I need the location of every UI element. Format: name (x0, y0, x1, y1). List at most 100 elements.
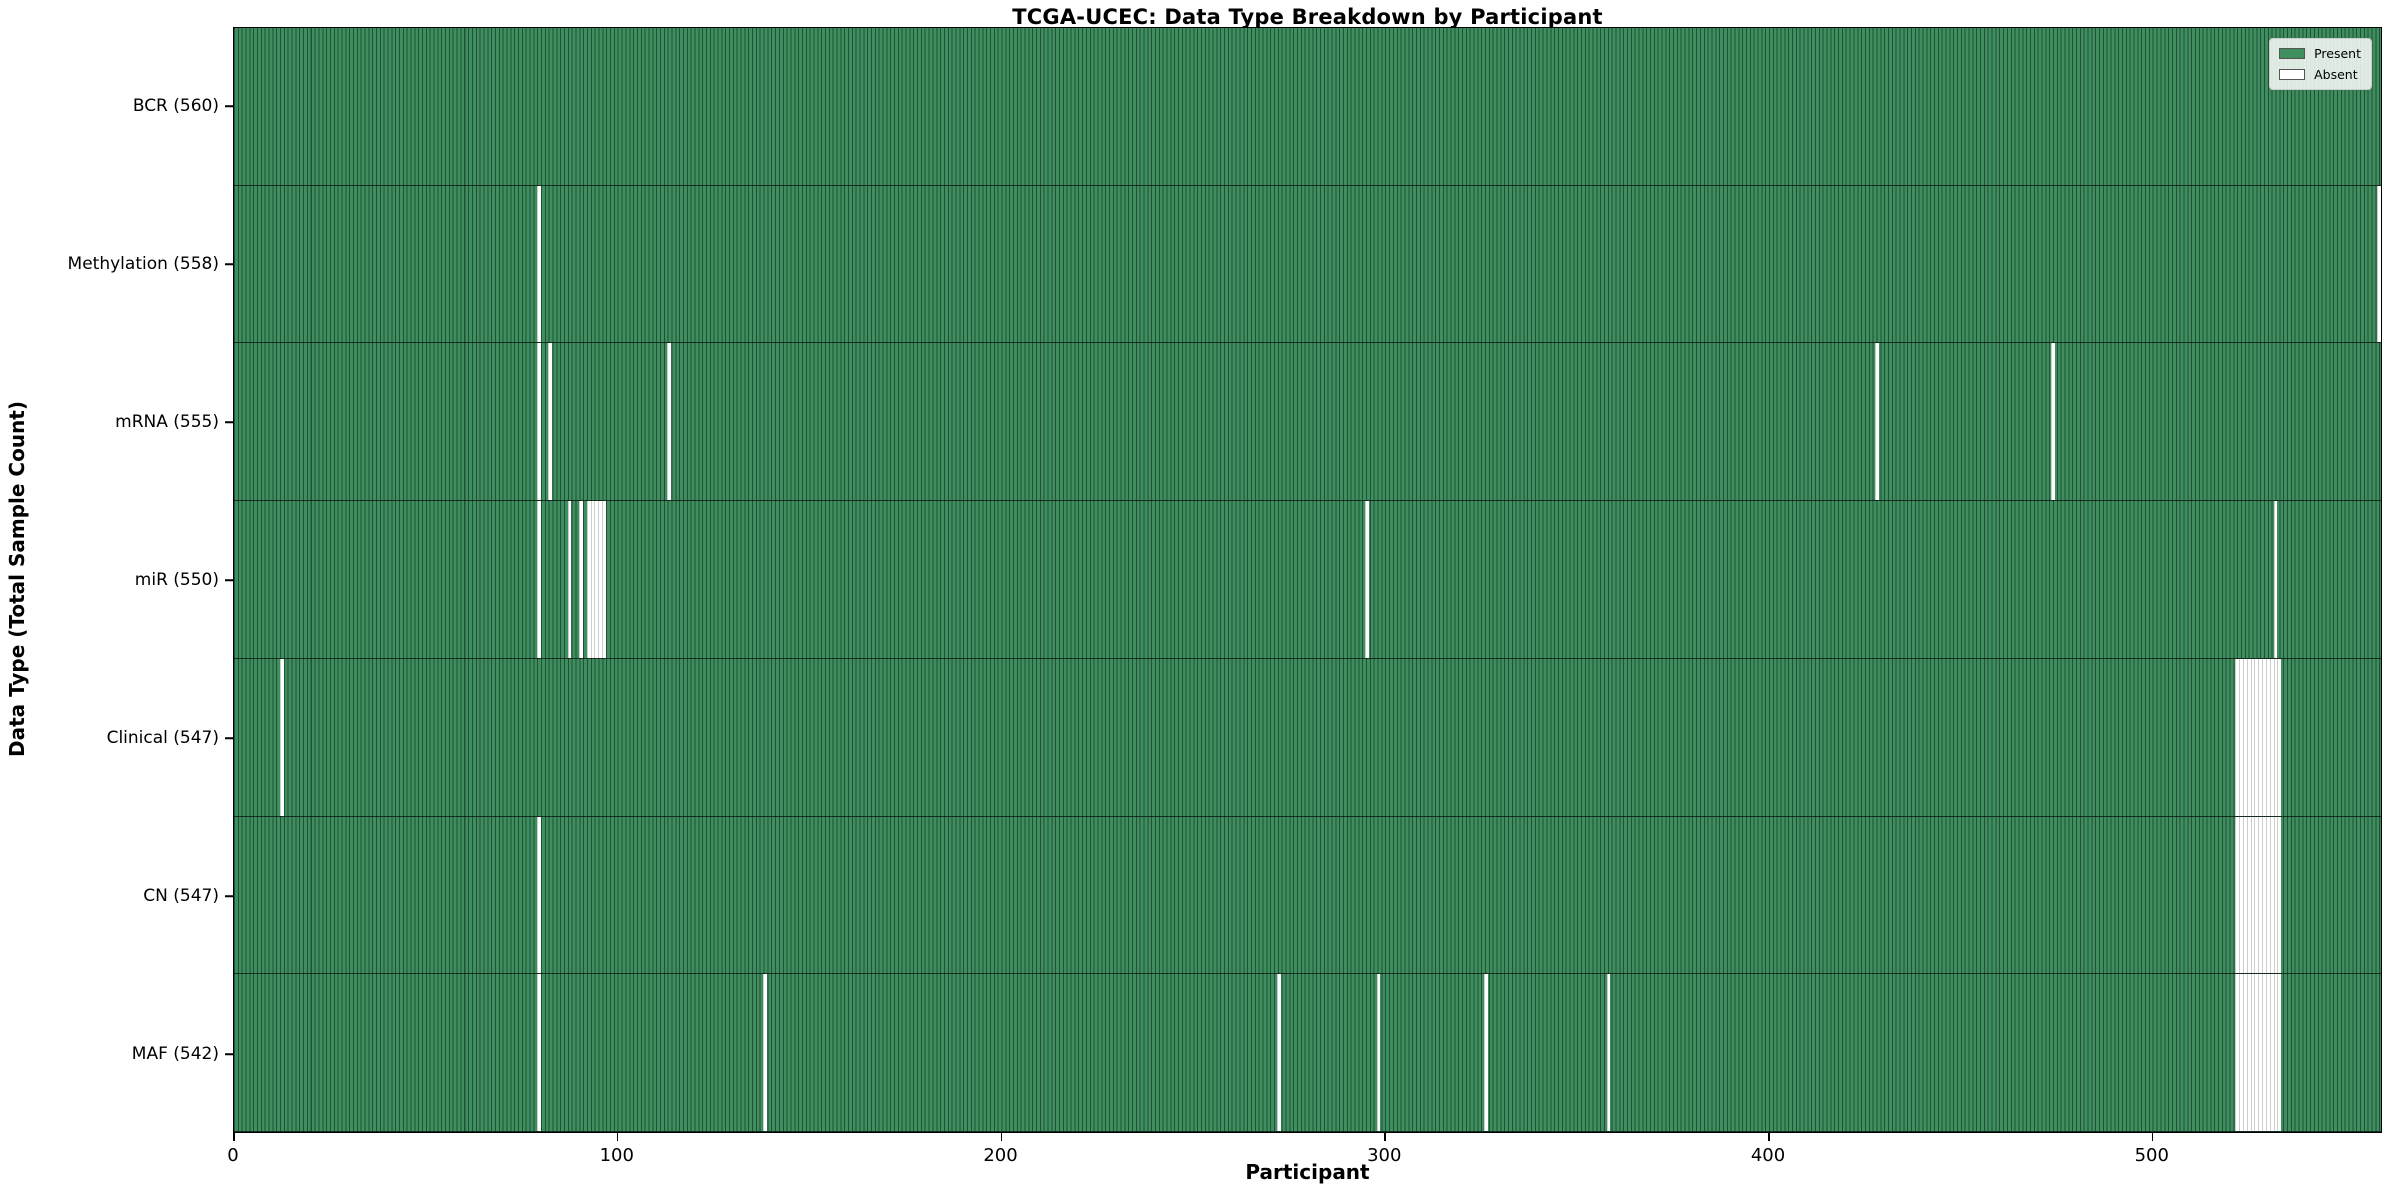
absent-bar (1276, 974, 1281, 1131)
absent-bar (536, 974, 541, 1131)
absent-bar (2235, 974, 2240, 1131)
x-tick-mark (1000, 1133, 1002, 1141)
row-cn (234, 816, 2381, 975)
absent-bar (2250, 816, 2255, 974)
y-tick-label-maf: MAF (542) (131, 1044, 219, 1064)
chart-title: TCGA-UCEC: Data Type Breakdown by Partic… (1012, 5, 1603, 29)
absent-bar (763, 974, 767, 1131)
absent-bar (2246, 974, 2251, 1131)
absent-bar (536, 185, 541, 343)
absent-bar (1365, 501, 1369, 658)
y-tick-label-clinical: Clinical (547) (106, 728, 219, 748)
x-tick-label-500: 500 (2134, 1145, 2169, 1166)
absent-bar (2051, 343, 2056, 501)
x-axis-label: Participant (1245, 1160, 1370, 1184)
absent-bar (2377, 185, 2381, 343)
absent-bar (2269, 974, 2274, 1131)
absent-bar (2277, 974, 2282, 1131)
y-tick-label-mir: miR (550) (134, 570, 219, 590)
absent-bar (579, 501, 583, 658)
row-clinical (234, 658, 2381, 817)
absent-bar (598, 501, 603, 658)
absent-bar (2239, 816, 2243, 974)
absent-bar (2242, 974, 2247, 1131)
absent-bar (2277, 816, 2282, 974)
legend: Present Absent (2269, 38, 2372, 90)
absent-bar (2273, 816, 2278, 974)
absent-bar (2262, 816, 2266, 974)
x-tick-label-200: 200 (983, 1145, 1018, 1166)
absent-bar (586, 501, 591, 658)
y-tick-mark (225, 421, 233, 423)
absent-bar (2269, 658, 2274, 816)
x-tick-label-0: 0 (227, 1145, 239, 1166)
x-tick-label-300: 300 (1367, 1145, 1402, 1166)
absent-bar (2277, 658, 2282, 816)
absent-bar (536, 343, 541, 501)
absent-bar (567, 501, 572, 658)
absent-bar (536, 501, 541, 658)
legend-label-present: Present (2314, 46, 2361, 61)
y-tick-mark (225, 263, 233, 265)
absent-bar (2265, 974, 2270, 1131)
absent-bar (2246, 658, 2251, 816)
y-tick-mark (225, 105, 233, 107)
absent-bar (1483, 974, 1488, 1131)
y-tick-mark (225, 1053, 233, 1055)
y-tick-label-methylation: Methylation (558) (67, 254, 219, 274)
absent-bar (280, 658, 284, 816)
row-methylation (234, 185, 2381, 344)
absent-bar (548, 343, 553, 501)
absent-bar (2269, 816, 2274, 974)
absent-bar (2273, 501, 2278, 658)
x-tick-mark (616, 1133, 619, 1141)
absent-bar (2250, 974, 2255, 1131)
x-tick-mark (1768, 1133, 1770, 1141)
absent-bar (1606, 974, 1611, 1131)
legend-label-absent: Absent (2314, 67, 2358, 82)
x-tick-label-100: 100 (599, 1145, 634, 1166)
absent-bar (2242, 658, 2247, 816)
absent-bar (2265, 658, 2270, 816)
row-maf (234, 974, 2381, 1132)
absent-bar (667, 343, 672, 501)
absent-bar (602, 501, 606, 658)
absent-bar (2239, 658, 2243, 816)
absent-bar (536, 816, 541, 974)
y-tick-mark (225, 895, 233, 897)
absent-bar (2258, 658, 2263, 816)
absent-bar (2235, 658, 2240, 816)
absent-bar (2273, 658, 2278, 816)
absent-bar (2254, 816, 2259, 974)
absent-bar (2242, 816, 2247, 974)
y-tick-mark (225, 579, 233, 581)
x-tick-mark (233, 1133, 235, 1141)
absent-bar (1376, 974, 1381, 1131)
present-swatch-icon (2279, 48, 2306, 59)
x-tick-mark (1384, 1133, 1386, 1141)
y-tick-label-bcr: BCR (560) (132, 96, 219, 116)
absent-bar (2250, 658, 2255, 816)
absent-bar (2273, 974, 2278, 1131)
absent-bar (2258, 974, 2263, 1131)
x-tick-mark (2151, 1133, 2154, 1141)
legend-item-present: Present (2279, 46, 2361, 61)
y-tick-label-cn: CN (547) (143, 886, 219, 906)
row-bcr (234, 28, 2381, 186)
y-axis-label: Data Type (Total Sample Count) (5, 400, 29, 758)
legend-item-absent: Absent (2279, 67, 2361, 82)
absent-bar (2235, 816, 2240, 974)
absent-bar (2262, 658, 2266, 816)
absent-bar (2265, 816, 2270, 974)
y-tick-mark (225, 737, 233, 739)
absent-bar (2254, 658, 2259, 816)
absent-swatch-icon (2279, 69, 2306, 80)
absent-bar (590, 501, 595, 658)
absent-bar (594, 501, 599, 658)
absent-bar (2254, 974, 2259, 1131)
absent-bar (2246, 816, 2251, 974)
row-mrna (234, 343, 2381, 502)
y-tick-label-mrna: mRNA (555) (115, 412, 219, 432)
absent-bar (1874, 343, 1879, 501)
